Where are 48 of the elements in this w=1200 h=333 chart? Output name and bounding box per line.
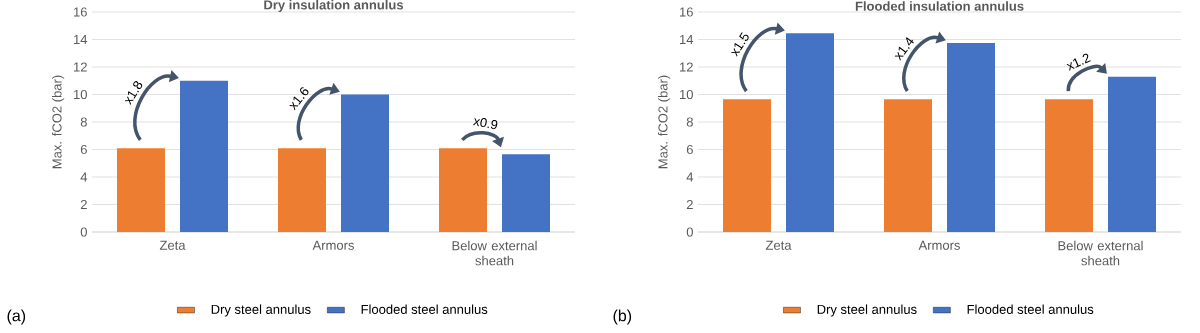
y-tick-label: 14 [680,35,694,44]
annotation: x0.9 [472,117,498,130]
y-tick-label: 0 [80,227,87,237]
y-tick-label: 8 [686,117,693,127]
y-tick-label: 12 [680,62,693,72]
x-tick-label: Zeta [159,240,186,250]
bar [884,99,932,232]
bar [1045,99,1093,232]
y-tick-label: 10 [74,89,87,100]
chart-title: Flooded insulation annulus [855,1,1024,11]
y-axis-title: Max. fCO2 (bar) [658,75,671,169]
y-tick-label: 4 [80,172,88,182]
y-tick-label: 12 [74,62,87,72]
bar [947,42,995,232]
bar [502,154,550,232]
chart-title: Dry insulation annulus [264,0,404,13]
x-tick-label: Zeta [765,240,792,250]
legend-label: Flooded steel annulus [967,304,1094,314]
x-tick-label: Armors [918,240,960,250]
text: (b) [613,309,632,325]
y-tick-label: 2 [80,199,87,210]
bar [1108,76,1156,232]
bar [439,148,487,232]
bar [341,94,390,232]
x-tick-label: Armors [312,240,354,250]
x-tick-label: Below external sheath [452,240,537,266]
y-tick-label: 0 [686,227,693,237]
y-tick-label: 14 [74,35,88,44]
bar [786,33,835,232]
y-tick-label: 6 [80,144,87,155]
bar [723,99,772,232]
y-tick-label: 4 [686,172,694,182]
y-tick-label: 2 [686,199,693,210]
bar [278,148,326,232]
legend-label: Flooded steel annulus [361,304,488,314]
annotation: x1.2 [1066,53,1091,71]
y-tick-label: 6 [686,144,693,155]
legend-label: Dry steel annulus [817,304,917,317]
y-tick-label: 8 [80,117,87,127]
y-tick-label: 16 [680,7,693,17]
text: (a) [7,309,26,325]
bar [180,80,228,232]
y-tick-label: 10 [680,89,693,100]
x-tick-label: Below external sheath [1058,240,1143,266]
y-axis-title: Max. fCO2 (bar) [52,75,65,169]
y-tick-label: 16 [74,7,87,17]
bar [117,148,165,232]
legend-label: Dry steel annulus [211,304,311,317]
